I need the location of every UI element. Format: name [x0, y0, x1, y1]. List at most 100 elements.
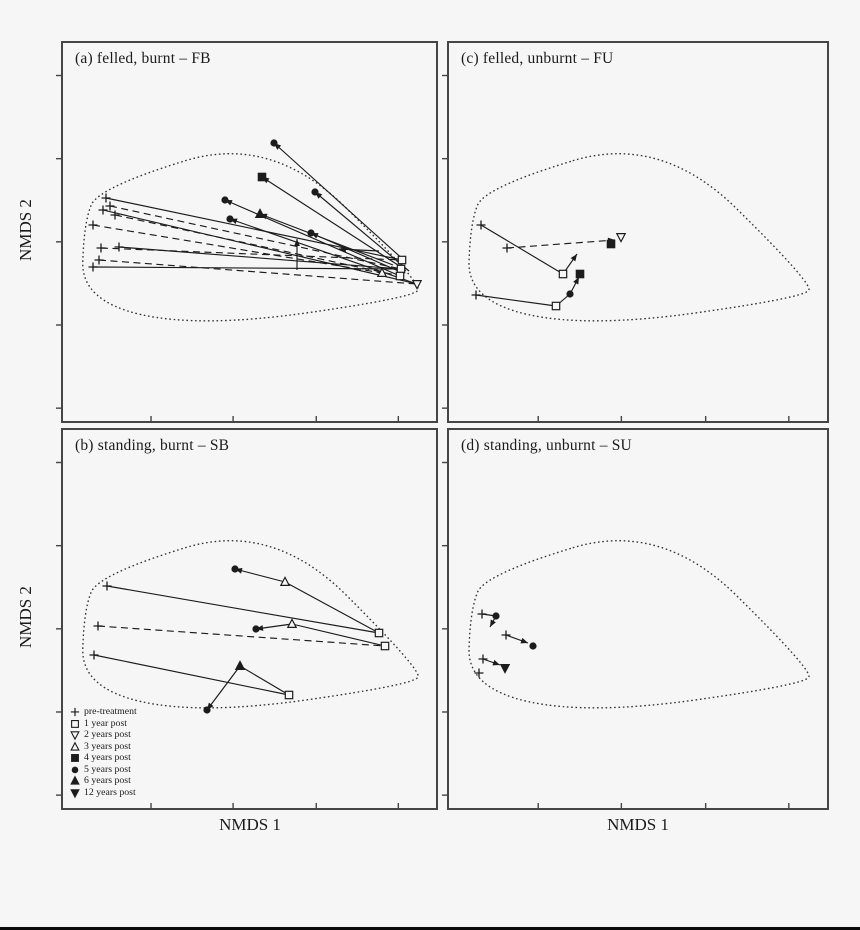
- marker-fsquare: [257, 172, 267, 182]
- x-axis-label-left: NMDS 1: [219, 815, 281, 834]
- marker-plus: [101, 193, 111, 203]
- trajectory-arrowhead: [294, 239, 300, 246]
- marker-osquare: [396, 264, 406, 274]
- legend-item: 1 year post: [69, 718, 137, 730]
- legend-item-label: 6 years post: [84, 775, 131, 786]
- marker-otri: [70, 741, 80, 751]
- legend-item-label: 12 years post: [84, 786, 136, 798]
- marker-plus: [110, 210, 120, 220]
- x-axis-label-right: NMDS 1: [607, 815, 669, 834]
- legend-item-label: 3 years post: [84, 740, 131, 752]
- marker-fcircle: [529, 642, 537, 650]
- legend-item-label: 2 years post: [84, 729, 131, 740]
- marker-plus: [94, 255, 104, 265]
- marker-plus: [502, 243, 512, 253]
- legend-item: 3 years post: [69, 741, 137, 753]
- trajectory-line: [480, 224, 564, 275]
- panel-d-plot: [442, 461, 810, 808]
- y-axis-label-bottom: NMDS 2: [16, 586, 35, 648]
- trajectory-line: [114, 214, 401, 277]
- legend-item: pre-treatment: [69, 706, 137, 718]
- trajectory-line: [475, 294, 557, 307]
- trajectory-line: [106, 585, 380, 634]
- marker-fcircle: [252, 625, 260, 633]
- legend-item-label: pre-treatment: [84, 706, 137, 717]
- trajectory-line: [310, 232, 404, 274]
- trajectory-arrowhead: [570, 254, 577, 262]
- ftri-icon: [70, 775, 80, 785]
- trajectory-arrowhead: [339, 246, 347, 253]
- convex-hull-outline: [468, 540, 810, 709]
- fitri-icon: [70, 789, 80, 799]
- panel-a-title: (a) felled, burnt – FB: [75, 50, 211, 67]
- panel-c: (c) felled, unburnt – FU: [442, 41, 829, 423]
- trajectory-line: [284, 581, 380, 634]
- trajectory-line: [261, 176, 402, 268]
- marker-fcircle: [226, 215, 234, 223]
- marker-fcircle: [231, 565, 239, 573]
- marker-plus: [501, 630, 511, 640]
- trajectory-arrowhead: [520, 637, 528, 644]
- marker-fcircle: [221, 196, 229, 204]
- plus-icon: [70, 708, 80, 717]
- fcircle-icon: [71, 766, 79, 774]
- marker-fcircle: [566, 290, 574, 298]
- marker-ftri: [70, 775, 80, 785]
- legend-item-label: 1 year post: [84, 717, 127, 729]
- marker-plus: [114, 242, 124, 252]
- marker-osquare: [71, 719, 79, 728]
- marker-plus: [471, 290, 481, 300]
- marker-osquare: [395, 271, 405, 281]
- marker-fcircle: [270, 139, 278, 147]
- marker-ftri: [254, 208, 266, 218]
- trajectory-line: [97, 625, 386, 647]
- panel-d-title: (d) standing, unburnt – SU: [461, 437, 632, 454]
- marker-fsquare: [575, 269, 585, 279]
- marker-otri: [286, 618, 298, 628]
- trajectory-line: [109, 205, 402, 270]
- panel-c-title: (c) felled, unburnt – FU: [461, 50, 614, 67]
- marker-plus: [98, 205, 108, 215]
- panel-b: (b) standing, burnt – SB: [56, 428, 438, 810]
- marker-plus: [88, 262, 98, 272]
- marker-fcircle: [492, 612, 500, 620]
- panel-a: (a) felled, burnt – FB: [56, 41, 438, 423]
- trajectory-line: [92, 224, 383, 274]
- marker-plus: [96, 243, 106, 253]
- osquare-icon: [71, 719, 79, 728]
- marker-osquare: [397, 255, 407, 265]
- marker-plus: [478, 654, 488, 664]
- marker-ftri: [234, 660, 246, 670]
- marker-plus: [70, 708, 80, 717]
- trajectory-line: [314, 191, 410, 272]
- legend-item: 2 years post: [69, 729, 137, 741]
- marker-fcircle: [203, 706, 211, 714]
- otri-icon: [70, 741, 80, 751]
- marker-fitri: [70, 789, 80, 799]
- marker-plus: [474, 668, 484, 678]
- marker-oitri: [615, 233, 627, 243]
- marker-fsquare: [606, 239, 616, 249]
- trajectory-line: [273, 142, 407, 263]
- marker-plus: [93, 621, 103, 631]
- trajectory-line: [93, 654, 290, 696]
- marker-fcircle: [71, 766, 79, 774]
- trajectory-line: [206, 665, 241, 711]
- marker-osquare: [374, 628, 384, 638]
- panel-d: (d) standing, unburnt – SU: [442, 428, 829, 810]
- trajectory-arrowhead: [490, 619, 496, 627]
- panel-b-title: (b) standing, burnt – SB: [75, 437, 230, 454]
- marker-plus: [476, 220, 486, 230]
- trajectory-line: [291, 623, 386, 647]
- trajectory-line: [229, 218, 418, 285]
- marker-fitri: [499, 664, 511, 674]
- marker-osquare: [284, 690, 294, 700]
- trajectory-line: [98, 259, 418, 285]
- panel-b-plot: [56, 461, 419, 808]
- legend-item: 6 years post: [69, 775, 137, 787]
- trajectory-line: [92, 266, 402, 270]
- marker-fsquare: [71, 754, 79, 763]
- legend-item: 12 years post: [69, 787, 137, 799]
- marker-plus: [105, 201, 115, 211]
